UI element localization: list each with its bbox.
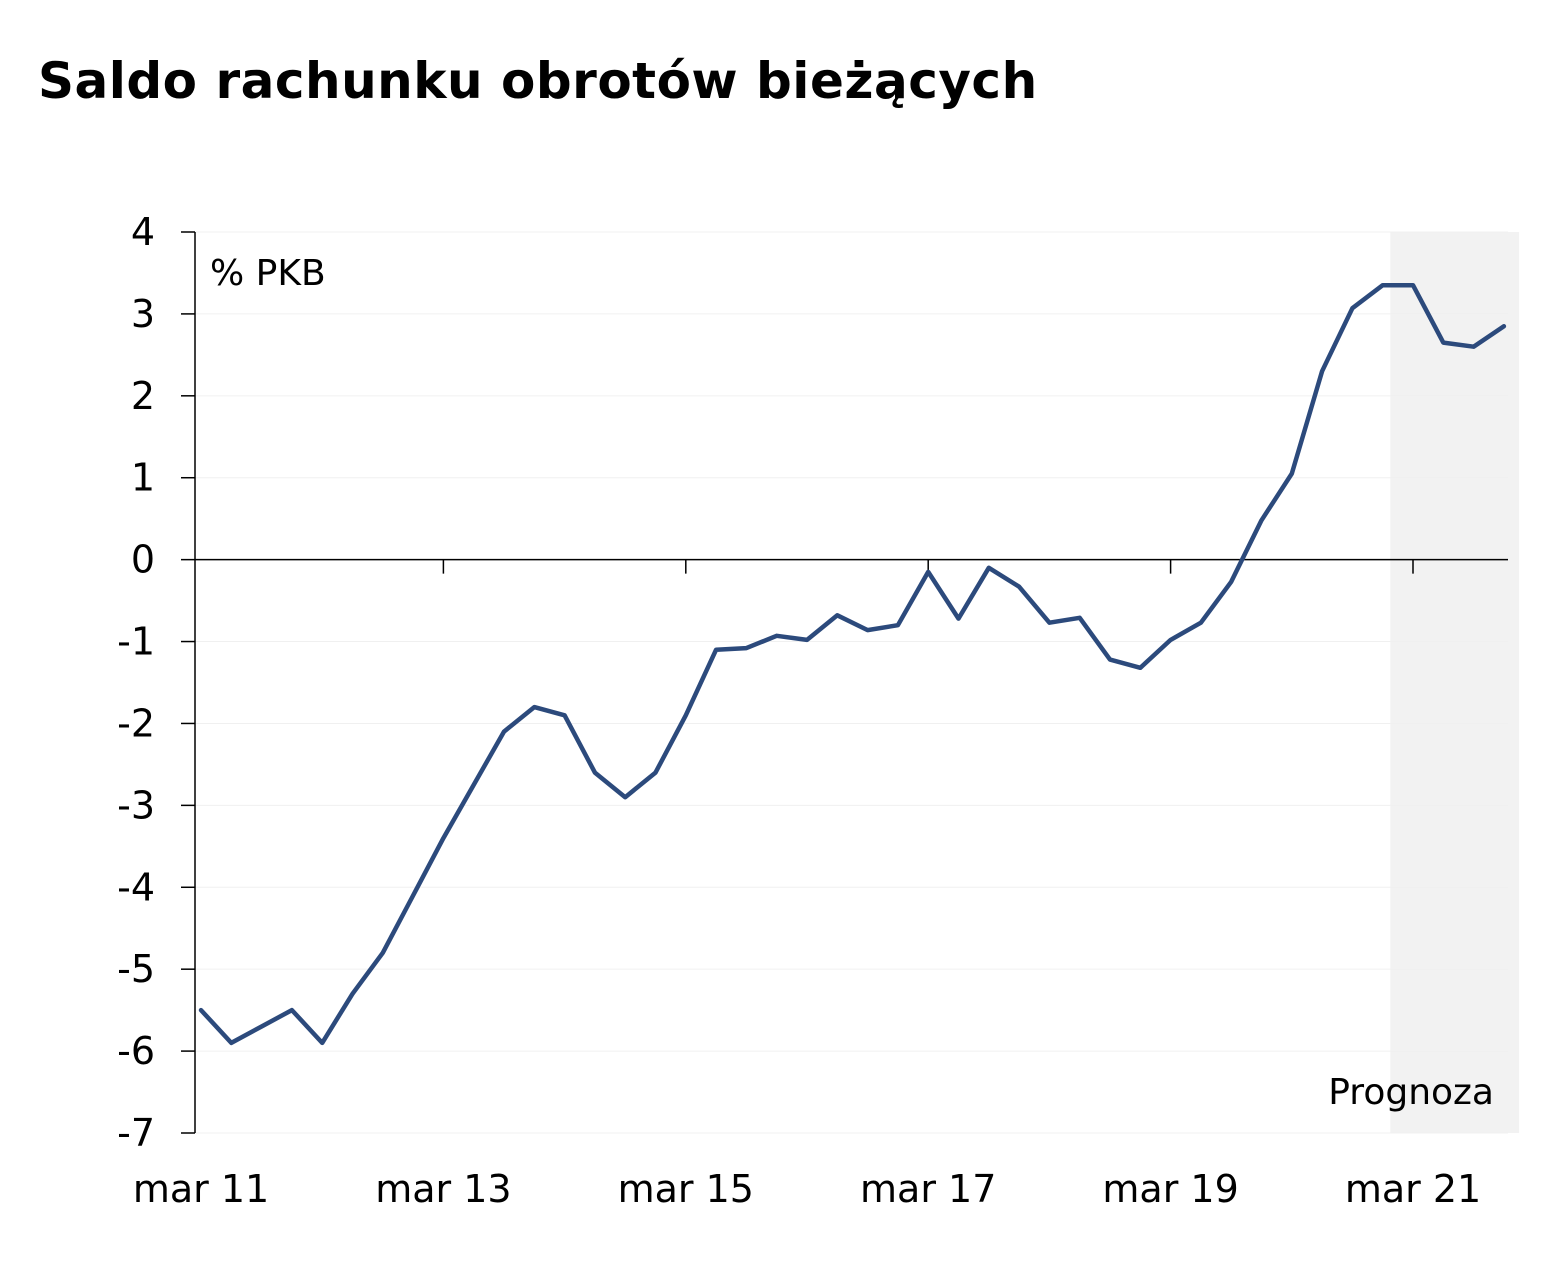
y-tick-label: 1 [131,456,155,500]
series-line [198,282,1507,1046]
y-tick-label: 0 [131,538,155,582]
x-tick-label: mar 21 [1345,1167,1481,1211]
y-tick-label: -4 [117,865,155,909]
x-tick-label: mar 11 [133,1167,269,1211]
unit-label: % PKB [210,253,326,294]
y-tick-label: -7 [117,1111,155,1155]
forecast-band [1390,232,1520,1133]
x-tick-label: mar 19 [1102,1167,1238,1211]
y-tick-label: 4 [131,210,155,254]
y-tick-label: -2 [117,701,155,745]
y-tick-label: -1 [117,620,155,664]
x-tick-label: mar 13 [375,1167,511,1211]
y-tick-label: 3 [131,292,155,336]
forecast-label: Prognoza [1328,1072,1494,1113]
chart-title: Saldo rachunku obrotów bieżących [38,52,1038,110]
y-tick-label: -3 [117,783,155,827]
y-tick-label: -6 [117,1029,155,1073]
y-tick-labels: 4 3 2 1 0 -1 -2 -3 -4 -5 -6 -7 [117,210,195,1155]
x-tick-label: mar 17 [860,1167,996,1211]
y-tick-label: -5 [117,947,155,991]
grid-lines [195,231,1508,1134]
y-tick-label: 2 [131,374,155,418]
x-tick-label: mar 15 [618,1167,754,1211]
x-tick-labels: mar 11 mar 13 mar 15 mar 17 mar 19 mar 21 [133,1167,1481,1211]
